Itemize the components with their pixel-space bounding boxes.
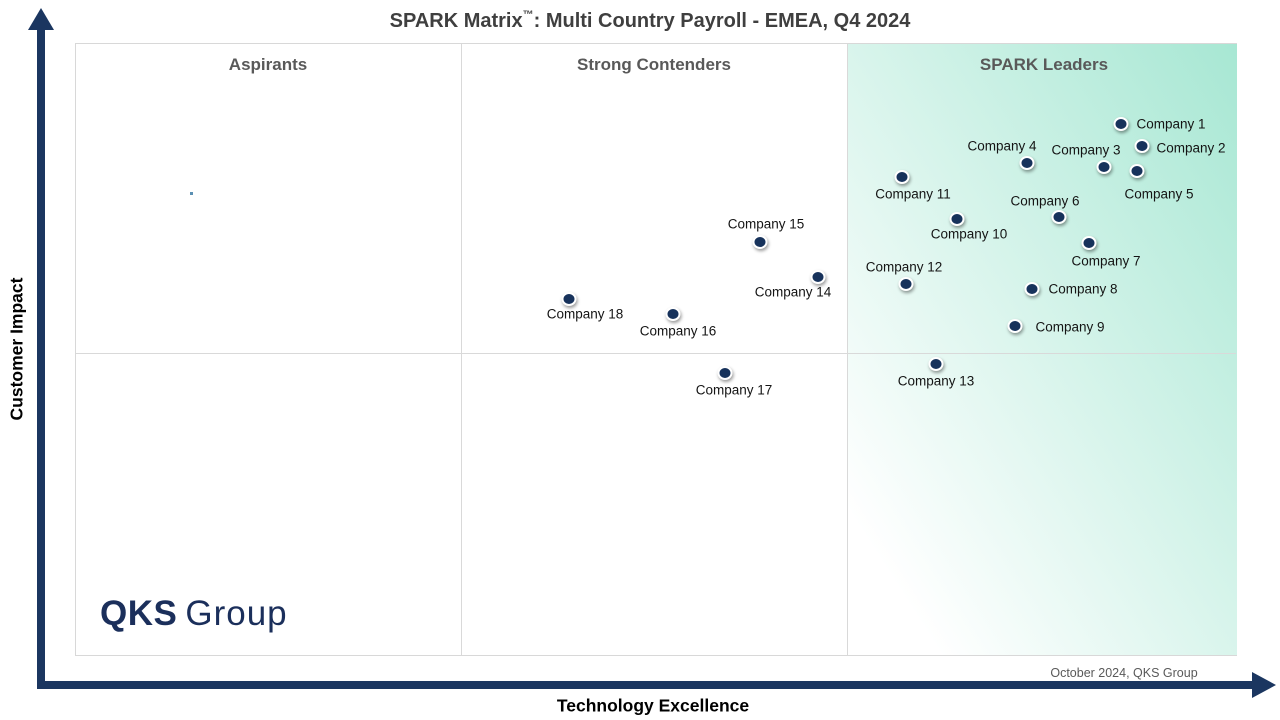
chart-title: SPARK Matrix™: Multi Country Payroll - E… xyxy=(389,9,911,33)
quadrant-divider-horizontal xyxy=(76,353,1236,354)
x-axis-label: Technology Excellence xyxy=(556,695,750,716)
qks-group-logo: QKS Group xyxy=(100,594,288,634)
x-axis-arrow-shaft xyxy=(37,681,1253,689)
quadrant-label-aspirants: Aspirants xyxy=(228,55,308,74)
y-axis-arrow-shaft xyxy=(37,26,45,689)
chart-title-prefix: SPARK Matrix xyxy=(389,10,523,32)
logo-text-qks: QKS xyxy=(100,594,178,633)
y-axis-arrowhead-icon xyxy=(28,8,54,30)
trademark-icon: ™ xyxy=(522,9,534,22)
y-axis-label: Customer Impact xyxy=(6,277,27,421)
leaders-gradient-background xyxy=(847,44,1237,655)
footnote: October 2024, QKS Group xyxy=(1050,666,1198,680)
quadrant-label-strong-contenders: Strong Contenders xyxy=(577,55,731,74)
quadrant-label-spark-leaders: SPARK Leaders xyxy=(979,55,1109,74)
chart-title-suffix: : Multi Country Payroll - EMEA, Q4 2024 xyxy=(533,10,911,32)
logo-text-group: Group xyxy=(185,594,288,633)
quadrant-divider-vertical-2 xyxy=(847,44,848,655)
plot-area: Aspirants Strong Contenders SPARK Leader… xyxy=(75,43,1237,656)
x-axis-arrowhead-icon xyxy=(1252,672,1276,698)
quadrant-divider-vertical-1 xyxy=(461,44,462,655)
stray-mark xyxy=(190,192,193,195)
